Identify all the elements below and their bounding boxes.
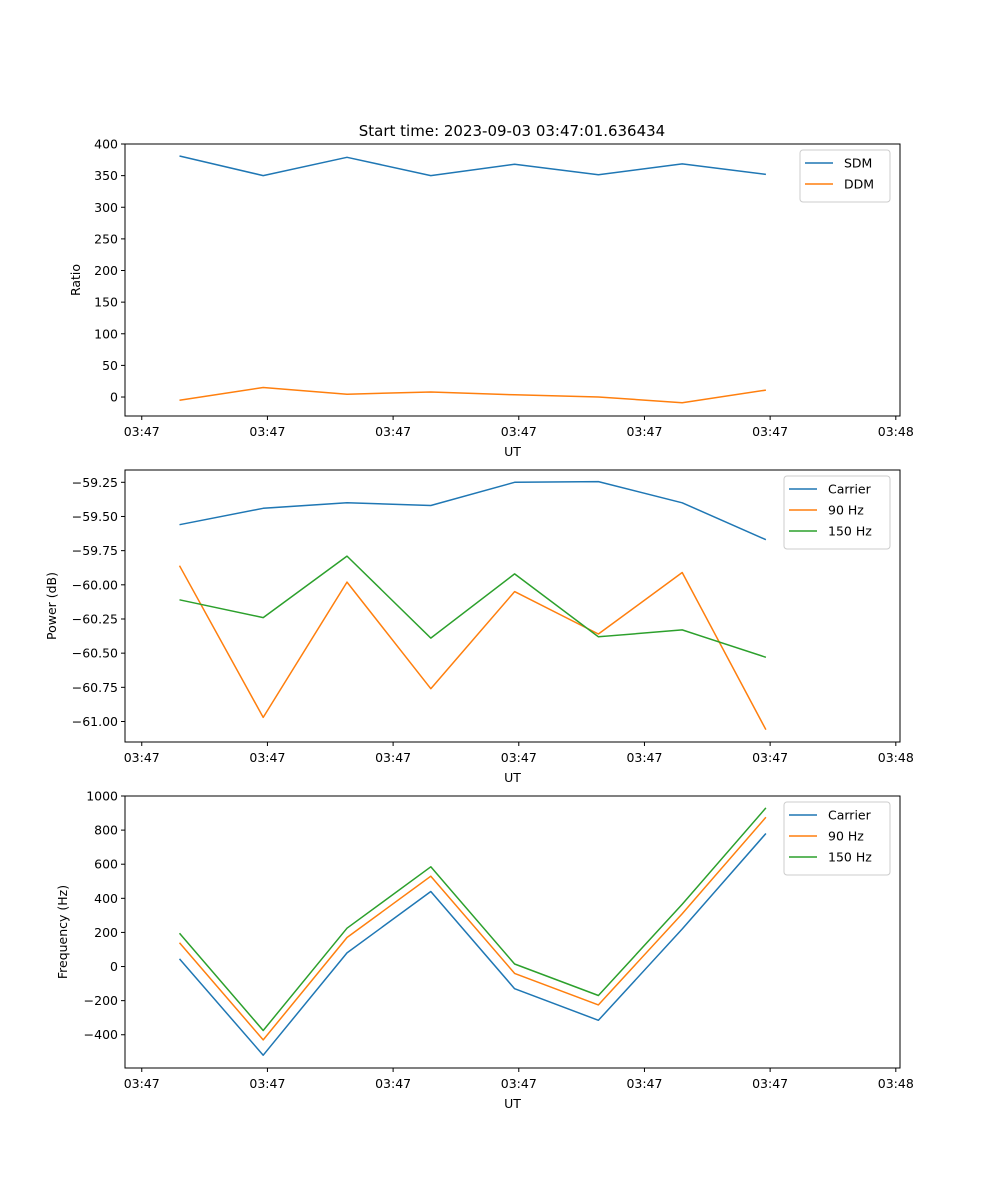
y-axis-label: Ratio [68,264,83,296]
x-tick-label: 03:47 [249,1076,285,1091]
x-tick-label: 03:47 [375,1076,411,1091]
x-tick-label: 03:48 [878,424,914,439]
y-tick-label: 150 [94,295,118,310]
legend: SDM DDM [799,149,891,203]
x-tick-label: 03:47 [249,424,285,439]
y-tick-label: 350 [94,168,118,183]
legend: Carrier 90 Hz 150 Hz [783,801,891,876]
series-line-150-hz [178,807,767,1032]
x-axis-label: UT [504,444,521,459]
x-tick-label: 03:47 [501,1076,537,1091]
x-tick-label: 03:47 [752,1076,788,1091]
y-tick-label: −60.75 [72,680,118,695]
legend-label: 150 Hz [828,524,872,539]
x-tick-label: 03:47 [501,424,537,439]
x-tick-label: 03:47 [626,424,662,439]
legend-label: 90 Hz [828,829,864,844]
x-tick-label: 03:47 [752,750,788,765]
y-axis-label: Power (dB) [44,572,59,640]
y-tick-label: 200 [94,925,118,940]
x-tick-label: 03:47 [626,1076,662,1091]
series-line-90-hz [178,816,767,1041]
y-tick-label: −200 [84,993,118,1008]
x-tick-label: 03:47 [124,424,160,439]
x-tick-label: 03:47 [626,750,662,765]
y-tick-label: 250 [94,231,118,246]
x-tick-label: 03:47 [375,424,411,439]
x-axis-label: UT [504,770,521,785]
series-line-150-hz [179,555,767,659]
figure-title: Start time: 2023-09-03 03:47:01.636434 [359,122,665,140]
legend-label: DDM [844,177,874,192]
x-tick-label: 03:47 [752,424,788,439]
y-tick-label: −59.75 [72,543,118,558]
y-tick-label: 0 [110,390,118,405]
series-line-sdm [179,155,766,177]
panel-power: −61.00 −60.75 −60.50 −60.25 −60.00 −59.75 −59.… [44,469,914,785]
y-axis-label: Frequency (Hz) [55,885,70,979]
x-tick-label: 03:48 [878,1076,914,1091]
panel-frequency: −400 −200 0 200 400 600 800 1000 03:47 03:47 03:47… [55,789,914,1112]
panel-ratio: 0 50 100 150 200 250 300 350 400 03:47 03:47 03:47 0… [68,137,914,460]
x-tick-label: 03:47 [375,750,411,765]
x-tick-label: 03:47 [124,1076,160,1091]
series-line-90-hz [178,565,767,731]
legend-label: Carrier [828,482,872,497]
y-tick-label: 400 [94,891,118,906]
x-tick-label: 03:47 [124,750,160,765]
y-tick-label: 600 [94,857,118,872]
x-tick-label: 03:47 [249,750,285,765]
x-axis-label: UT [504,1096,521,1111]
legend-label: 90 Hz [828,503,864,518]
y-tick-label: −59.25 [72,475,118,490]
y-tick-label: −59.50 [72,509,118,524]
y-tick-label: 300 [94,200,118,215]
y-tick-label: 0 [110,959,118,974]
y-tick-label: 50 [102,358,118,373]
y-tick-label: −400 [84,1027,118,1042]
series-line-ddm [179,386,767,404]
y-tick-label: −60.25 [72,611,118,626]
y-tick-label: 200 [94,263,118,278]
x-tick-label: 03:47 [501,750,537,765]
y-tick-label: −60.50 [72,646,118,661]
y-tick-label: −61.00 [72,714,118,729]
legend-label: 150 Hz [828,850,872,865]
series-line-carrier [178,833,767,1056]
y-tick-label: −60.00 [72,577,118,592]
x-tick-label: 03:48 [878,750,914,765]
y-tick-label: 100 [94,326,118,341]
y-tick-label: 800 [94,823,118,838]
legend-label: Carrier [828,808,872,823]
y-tick-label: 1000 [86,789,118,804]
axes-frame [124,143,901,417]
axes-frame [124,469,901,743]
legend-label: SDM [844,156,872,171]
series-line-carrier [179,480,767,541]
y-tick-label: 400 [94,137,118,152]
legend: Carrier 90 Hz 150 Hz [783,475,891,550]
